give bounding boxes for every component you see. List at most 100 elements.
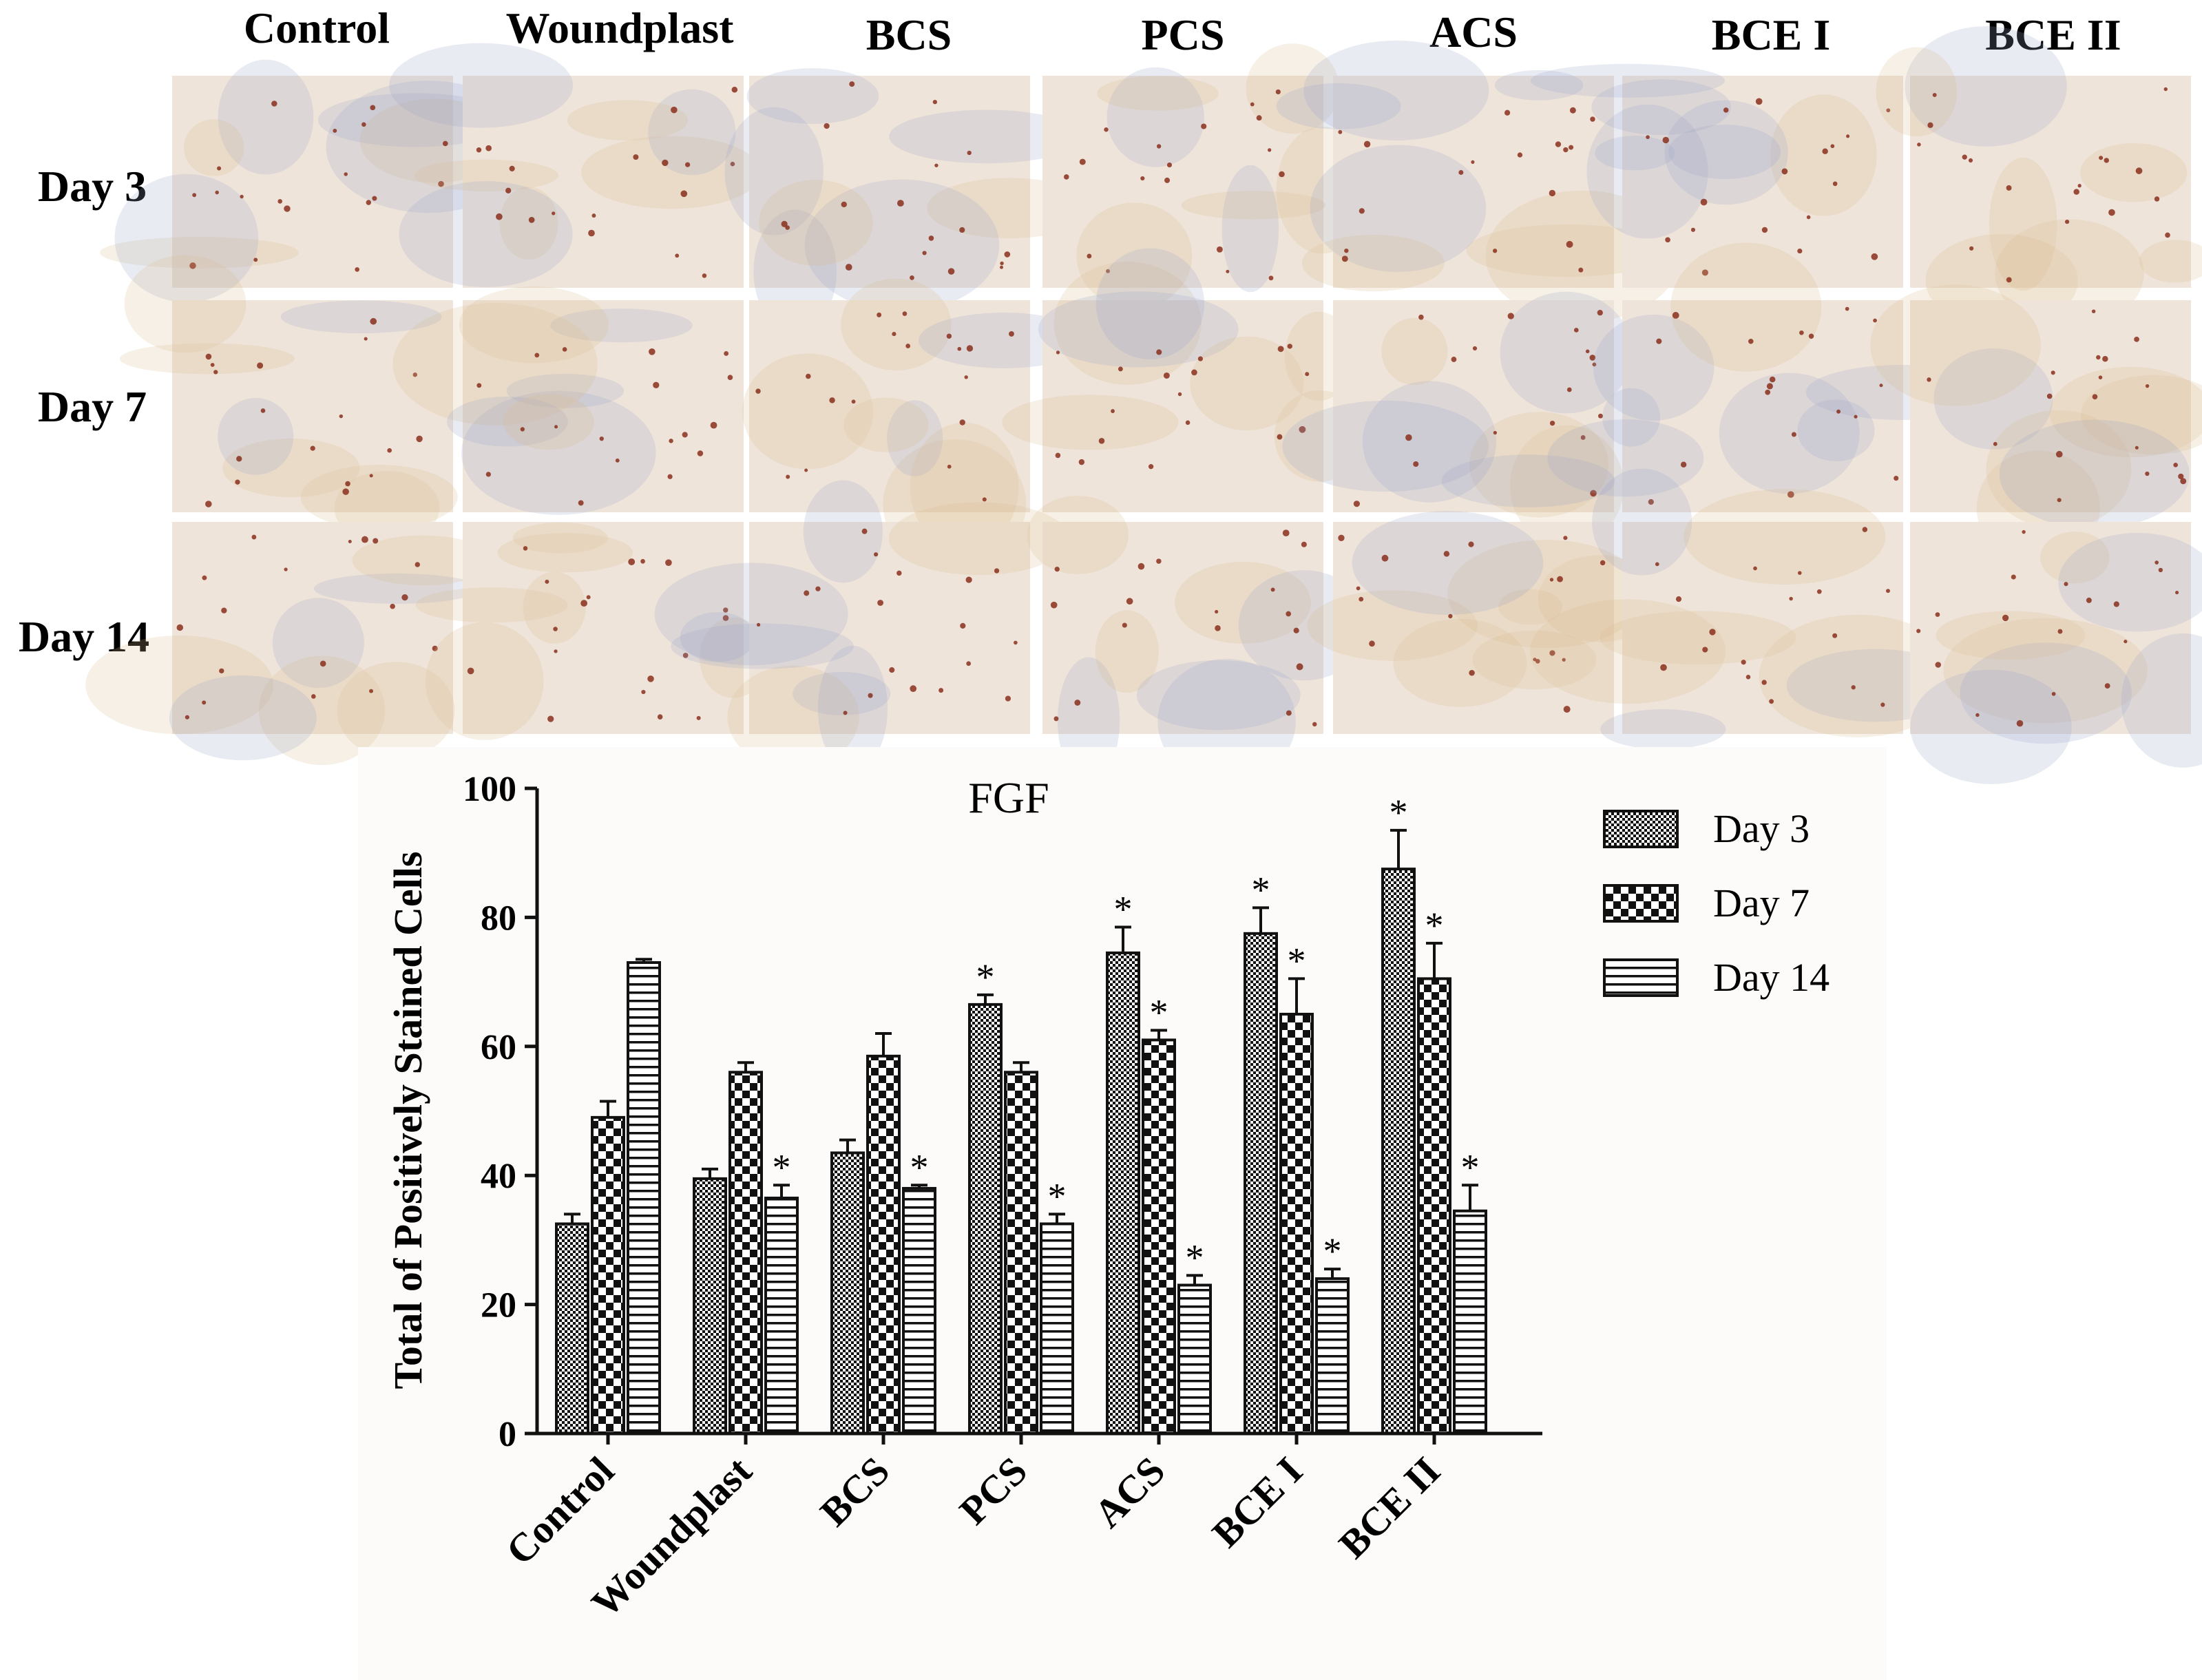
positive-cell: [1356, 586, 1361, 591]
positive-cell: [1004, 251, 1011, 258]
positive-cell: [1690, 227, 1696, 232]
positive-cell: [2165, 232, 2170, 238]
positive-cell: [588, 229, 595, 237]
positive-cell: [1646, 135, 1650, 139]
micrograph-row-labels: Day 3 Day 7 Day 14: [19, 162, 149, 661]
positive-cell: [369, 474, 373, 478]
positive-cell: [682, 653, 689, 658]
bars: [555, 868, 1487, 1436]
tissue-region: [499, 187, 558, 260]
positive-cell: [633, 154, 639, 160]
positive-cell: [1191, 369, 1197, 376]
positive-cell: [1054, 567, 1060, 572]
positive-cell: [355, 267, 359, 272]
positive-cell: [277, 199, 282, 204]
positive-cell: [2154, 196, 2160, 202]
positive-cell: [1126, 598, 1133, 605]
positive-cell: [311, 694, 316, 699]
positive-cell: [348, 540, 352, 544]
column-label: PCS: [1142, 10, 1225, 59]
tissue-region: [1876, 47, 1958, 137]
positive-cell: [1338, 534, 1345, 542]
positive-cell: [1469, 669, 1475, 676]
tissue-region: [1933, 348, 2053, 450]
positive-cell: [1078, 459, 1085, 465]
positive-cell: [545, 579, 549, 584]
positive-cell: [1745, 675, 1751, 680]
positive-cell: [2163, 87, 2168, 92]
positive-cell: [965, 576, 972, 583]
positive-cell: [1177, 392, 1182, 397]
tile-background: [172, 300, 453, 512]
positive-cell: [547, 715, 554, 722]
positive-cell: [1569, 107, 1576, 114]
legend-label: Day 3: [1713, 806, 1810, 851]
positive-cell: [235, 479, 240, 485]
positive-cell: [1761, 227, 1768, 233]
tissue-region: [523, 571, 586, 644]
positive-cell: [2051, 691, 2056, 696]
positive-cell: [373, 538, 379, 544]
positive-cell: [939, 688, 944, 693]
positive-cell: [1471, 160, 1475, 164]
positive-cell: [1286, 611, 1292, 617]
bar: [1315, 1277, 1350, 1435]
positive-cell: [1451, 357, 1457, 362]
positive-cell: [485, 145, 492, 151]
positive-cell: [959, 419, 965, 426]
tissue-region: [280, 300, 442, 334]
positive-cell: [1748, 338, 1754, 344]
positive-cell: [578, 500, 584, 506]
positive-cell: [2016, 720, 2024, 727]
positive-cell: [240, 194, 244, 199]
positive-cell: [910, 275, 914, 280]
positive-cell: [1299, 426, 1306, 433]
micrograph-panel: Control Woundplast BCS PCS ACS BCE I BCE…: [19, 3, 2202, 784]
positive-cell: [467, 667, 474, 675]
positive-cell: [1741, 660, 1746, 665]
tissue-region: [654, 563, 848, 666]
positive-cell: [2124, 640, 2128, 644]
positive-cell: [586, 595, 591, 600]
micrograph-tile: [389, 43, 762, 288]
positive-cell: [1197, 356, 1203, 361]
positive-cell: [999, 265, 1004, 269]
positive-cell: [1369, 640, 1375, 647]
positive-cell: [310, 445, 315, 451]
tissue-region: [1352, 511, 1544, 615]
positive-cell: [1816, 589, 1822, 594]
positive-cell: [2046, 393, 2053, 399]
bar: [1004, 1071, 1038, 1435]
positive-cell: [1566, 240, 1573, 248]
positive-cell: [2096, 355, 2101, 360]
positive-cell: [1148, 464, 1154, 470]
positive-cell: [1769, 376, 1776, 383]
positive-cell: [874, 552, 879, 557]
positive-cell: [1215, 609, 1219, 614]
positive-cell: [696, 715, 701, 720]
positive-cell: [552, 211, 556, 216]
positive-cell: [671, 106, 678, 114]
positive-cell: [2073, 189, 2079, 195]
positive-cell: [1287, 344, 1292, 349]
positive-cell: [851, 399, 856, 404]
positive-cell: [1822, 148, 1828, 154]
positive-cell: [496, 213, 503, 220]
tile-background: [749, 76, 1030, 288]
y-tick-label: 0: [499, 1415, 516, 1454]
positive-cell: [946, 333, 952, 339]
tissue-region: [550, 308, 693, 343]
tissue-region: [793, 671, 891, 715]
tissue-region: [506, 373, 625, 408]
positive-cell: [1680, 461, 1687, 468]
significance-star: *: [773, 1146, 791, 1188]
y-tick-label: 40: [481, 1157, 516, 1196]
tissue-region: [1393, 618, 1527, 707]
positive-cell: [1056, 350, 1060, 355]
bar: [1244, 932, 1278, 1435]
positive-cell: [1753, 566, 1757, 571]
positive-cell: [1580, 435, 1586, 440]
y-tick-label: 100: [463, 770, 516, 809]
positive-cell: [1472, 346, 1478, 351]
positive-cell: [1005, 695, 1011, 702]
